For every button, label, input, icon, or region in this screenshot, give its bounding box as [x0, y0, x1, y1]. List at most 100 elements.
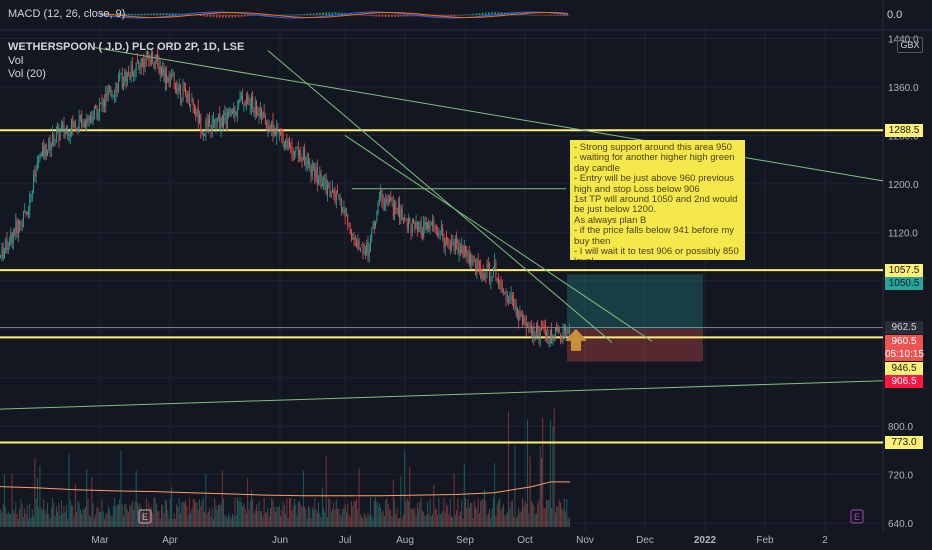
candle-body: [251, 95, 252, 108]
volume-bar: [299, 500, 300, 527]
volume-bar: [568, 517, 570, 527]
candle-body: [291, 146, 293, 154]
candle-body: [454, 239, 456, 250]
volume-bar: [106, 512, 108, 527]
candle-body: [472, 261, 474, 266]
candle-body: [446, 235, 447, 240]
candle-body: [91, 115, 93, 122]
candle-body: [306, 157, 308, 165]
vol-label[interactable]: Vol: [8, 55, 24, 67]
candle-body: [169, 80, 171, 83]
candle-body: [221, 116, 223, 127]
volume-bar: [351, 501, 352, 527]
macd-histogram-bar: [556, 15, 559, 16]
macd-histogram-bar: [531, 14, 534, 16]
price-label-box[interactable]: 960.5: [885, 334, 923, 348]
volume-bar: [377, 505, 379, 527]
horizontal-levels[interactable]: [0, 129, 883, 444]
candle-body: [183, 82, 185, 86]
note-line: - if the price falls below 941 before my…: [574, 225, 734, 247]
candle-body: [129, 75, 131, 78]
macd-histogram-bar: [488, 12, 490, 15]
volume-bar: [112, 506, 114, 527]
macd-histogram-bar: [350, 13, 352, 15]
candle-body: [463, 245, 465, 258]
candle-body: [283, 145, 285, 150]
price-tick-label: 1200.0: [888, 180, 919, 191]
candle-body: [387, 200, 389, 203]
price-label-box[interactable]: 1288.5: [885, 123, 923, 137]
candle-body: [254, 100, 256, 115]
candle-body: [513, 298, 515, 309]
macd-histogram-bar: [541, 15, 543, 16]
candle-body: [354, 237, 356, 240]
candle-body: [524, 318, 526, 322]
volume-bar: [142, 512, 143, 527]
trade-note[interactable]: - Strong support around this area 950 - …: [570, 140, 745, 260]
price-label-box[interactable]: 773.0: [885, 435, 923, 449]
volume-bar: [460, 511, 461, 527]
volume-bar: [514, 445, 516, 527]
volume-bar: [457, 498, 459, 527]
volume-bar: [418, 508, 420, 527]
volume-bar: [64, 512, 66, 527]
price-label-box[interactable]: 1050.5: [885, 277, 923, 291]
candle-body: [411, 220, 413, 233]
macd-indicator-label[interactable]: MACD (12, 26, close, 9): [8, 8, 126, 20]
volume-bar: [29, 503, 31, 527]
price-label-box[interactable]: 1057.5: [885, 263, 923, 277]
candle-body: [397, 206, 399, 216]
volume-bar: [443, 498, 445, 527]
volume-bar: [435, 509, 437, 527]
price-label-box[interactable]: 05:10:15: [885, 348, 924, 362]
candle-body: [262, 112, 264, 119]
position-zones[interactable]: [567, 274, 703, 362]
volume-bar: [194, 499, 195, 527]
volume-bar: [289, 497, 290, 527]
candle-body: [55, 131, 57, 141]
volume-bar: [358, 468, 360, 527]
candle-body: [86, 119, 88, 126]
candle-body: [140, 58, 142, 68]
vol20-label[interactable]: Vol (20): [8, 68, 46, 80]
currency-badge[interactable]: GBX: [897, 37, 923, 53]
grid: [0, 0, 932, 532]
volume-bar: [371, 515, 373, 527]
trend-line: [267, 50, 613, 343]
candle-body: [47, 149, 48, 156]
macd-histogram-bar: [315, 12, 318, 15]
candle-body: [435, 231, 437, 235]
macd-histogram-bar: [165, 12, 168, 15]
volume-bar: [140, 507, 142, 527]
candle-body: [38, 161, 40, 163]
macd-histogram-bar: [237, 15, 240, 18]
trend-line: [94, 47, 884, 182]
volume-bar: [294, 498, 295, 527]
candle-body: [240, 93, 242, 100]
macd-histogram-bar: [547, 15, 550, 16]
candle-body: [539, 329, 541, 341]
candle-body: [323, 181, 325, 183]
trend-lines[interactable]: [0, 47, 884, 410]
candle-body: [52, 133, 53, 144]
volume-bar: [311, 506, 313, 527]
time-tick-label: Dec: [636, 535, 654, 546]
price-label-box[interactable]: 962.5: [885, 321, 923, 335]
candle-body: [475, 262, 477, 274]
price-label-box[interactable]: 946.5: [885, 361, 923, 375]
volume-bar: [283, 505, 285, 527]
candle-body: [332, 188, 333, 192]
price-label-box[interactable]: 906.5: [885, 375, 923, 389]
volume-bar: [95, 514, 97, 527]
volume-bar: [7, 511, 9, 527]
candle-body: [505, 295, 507, 299]
candle-body: [443, 234, 445, 247]
candle-body: [522, 315, 523, 325]
macd-histogram-bar: [281, 14, 284, 16]
volume-bar: [129, 505, 131, 527]
candle-body: [186, 93, 188, 103]
volume-bar: [556, 506, 558, 527]
symbol-title[interactable]: WETHERSPOON ( J.D.) PLC ORD 2P, 1D, LSE: [8, 41, 245, 53]
